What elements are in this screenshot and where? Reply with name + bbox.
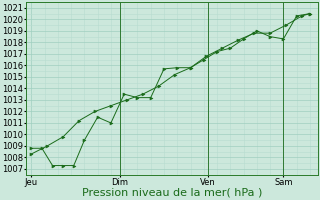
X-axis label: Pression niveau de la mer( hPa ): Pression niveau de la mer( hPa ) xyxy=(82,188,262,198)
